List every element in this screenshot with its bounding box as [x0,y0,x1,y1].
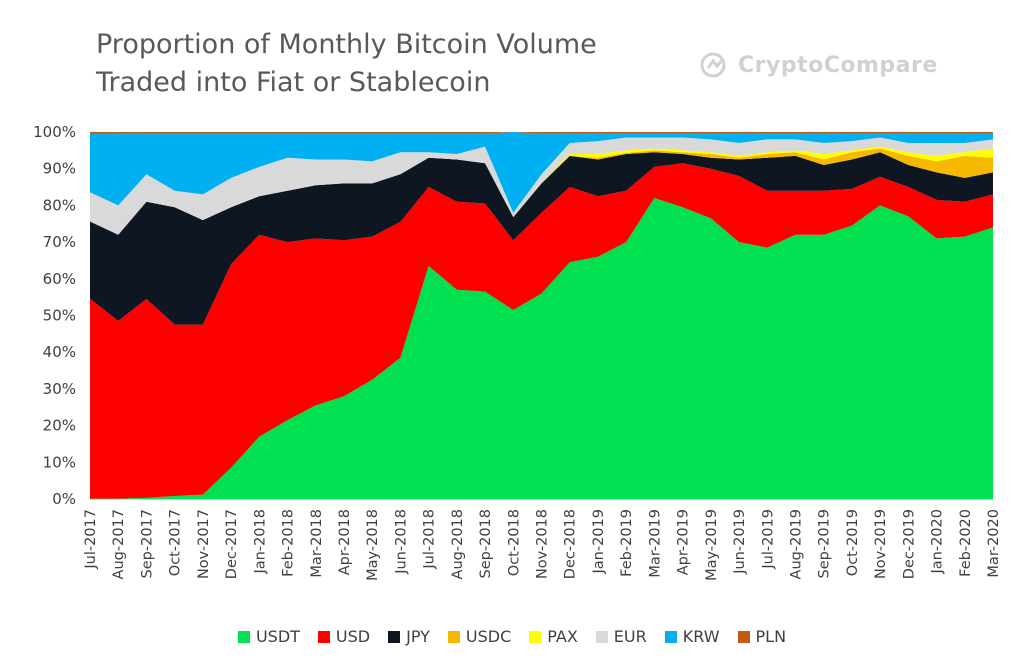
x-tick-label: Jul-2017 [83,509,99,570]
legend-item-usd: USD [317,627,371,646]
x-tick-label: Aug-2019 [788,509,804,579]
chart-title-line-2: Traded into Fiat or Stablecoin [96,67,491,98]
legend-swatch [447,630,460,643]
cryptocompare-watermark: CryptoCompare [700,52,938,78]
y-tick-label: 20% [43,417,76,435]
area-series-usdt [90,198,993,499]
x-tick-label: Sep-2018 [478,509,494,578]
legend-label: PAX [547,627,578,646]
legend-label: KRW [682,627,720,646]
x-tick-label: Oct-2019 [845,509,861,576]
x-tick-label: Sep-2017 [139,509,155,578]
x-tick-label: Apr-2019 [676,509,692,575]
watermark-text: CryptoCompare [738,52,938,78]
legend: USDT USD JPY USDC PAX EUR KRW PLN [0,627,1024,646]
x-tick-label: Jan-2020 [930,509,946,575]
x-tick-label: Nov-2019 [873,509,889,579]
legend-label: USD [335,627,371,646]
x-tick-label: Feb-2018 [281,509,297,577]
y-tick-label: 0% [52,490,76,508]
area-series-krw [90,132,993,213]
legend-swatch [529,630,542,643]
area-series-eur [90,137,993,235]
area-series-jpy [90,152,993,325]
area-series-usdc [90,148,993,235]
x-tick-label: Feb-2020 [958,509,974,577]
y-tick-label: 70% [43,233,76,251]
x-tick-label: Dec-2018 [563,509,579,579]
x-tick-label: Jan-2019 [591,509,607,575]
x-axis: Jul-2017 Aug-2017 Sep-2017 Oct-2017 Nov-2017… [83,499,1002,581]
legend-swatch [595,630,608,643]
legend-label: JPY [406,627,430,646]
legend-item-pln: PLN [737,627,787,646]
y-axis: 0% 10% 20% 30% 40% 50% 60% 70% 80% 90% 100% [33,123,76,508]
x-tick-label: May-2019 [704,509,720,581]
x-tick-label: Aug-2018 [450,509,466,579]
x-tick-label: Jan-2018 [252,509,268,575]
x-tick-label: Jul-2018 [422,509,438,570]
x-tick-label: Jun-2018 [393,509,409,575]
area-series-usd [90,163,993,499]
x-tick-label: May-2018 [365,509,381,581]
x-tick-label: Dec-2017 [224,509,240,579]
legend-label: USDC [465,627,512,646]
legend-swatch [664,630,677,643]
x-tick-label: Feb-2019 [619,509,635,577]
legend-swatch [237,630,250,643]
area-series-layer [90,132,993,499]
legend-swatch [388,630,401,643]
legend-item-usdc: USDC [447,627,512,646]
y-tick-label: 90% [43,160,76,178]
y-tick-label: 50% [43,307,76,325]
legend-item-krw: KRW [664,627,720,646]
y-tick-label: 30% [43,380,76,398]
x-tick-label: Mar-2018 [309,509,325,578]
y-tick-label: 40% [43,343,76,361]
legend-label: PLN [755,627,787,646]
x-tick-label: Mar-2019 [647,509,663,578]
legend-item-eur: EUR [595,627,647,646]
chart-title: Proportion of Monthly Bitcoin Volume Tra… [96,26,597,102]
cryptocompare-logo-icon [700,52,726,78]
x-tick-label: Mar-2020 [986,509,1002,578]
chart-title-line-1: Proportion of Monthly Bitcoin Volume [96,29,597,60]
x-tick-label: Oct-2018 [506,509,522,576]
y-tick-label: 10% [43,453,76,471]
x-tick-label: Apr-2018 [337,509,353,575]
legend-swatch [737,630,750,643]
legend-item-pax: PAX [529,627,578,646]
x-tick-label: Jun-2019 [732,509,748,575]
legend-label: EUR [613,627,647,646]
legend-label: USDT [255,627,300,646]
legend-item-usdt: USDT [237,627,300,646]
y-tick-label: 100% [33,123,76,141]
x-tick-label: Nov-2017 [196,509,212,579]
legend-swatch [317,630,330,643]
x-tick-label: Oct-2017 [168,509,184,576]
y-tick-label: 60% [43,270,76,288]
x-tick-label: Aug-2017 [111,509,127,579]
area-series-pln [90,132,993,134]
legend-item-jpy: JPY [388,627,430,646]
x-tick-label: Dec-2019 [901,509,917,579]
x-tick-label: Nov-2018 [535,509,551,579]
x-tick-label: Jul-2019 [760,509,776,570]
x-tick-label: Sep-2019 [817,509,833,578]
y-tick-label: 80% [43,196,76,214]
